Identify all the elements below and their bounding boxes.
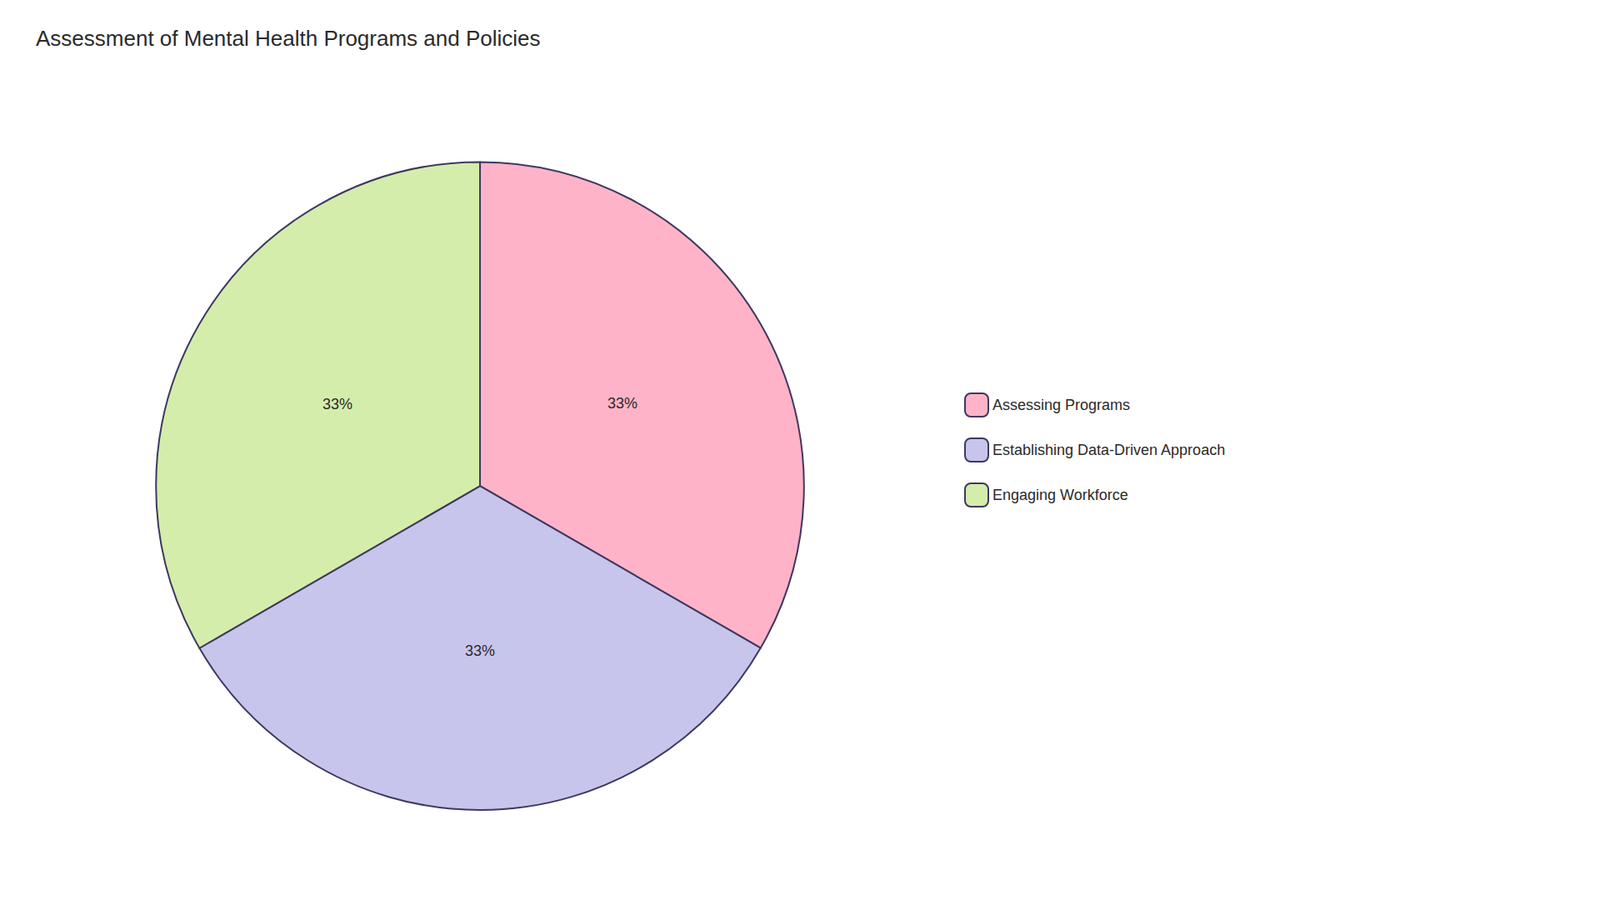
svg-text:33%: 33% xyxy=(465,642,495,660)
svg-text:Establishing Data-Driven Appro: Establishing Data-Driven Approach xyxy=(992,441,1225,459)
svg-text:Engaging Workforce: Engaging Workforce xyxy=(992,486,1129,504)
svg-text:Assessing Programs: Assessing Programs xyxy=(992,396,1130,414)
svg-text:Assessment of Mental Health Pr: Assessment of Mental Health Programs and… xyxy=(35,25,541,51)
svg-text:33%: 33% xyxy=(607,395,638,412)
svg-text:33%: 33% xyxy=(322,395,353,413)
